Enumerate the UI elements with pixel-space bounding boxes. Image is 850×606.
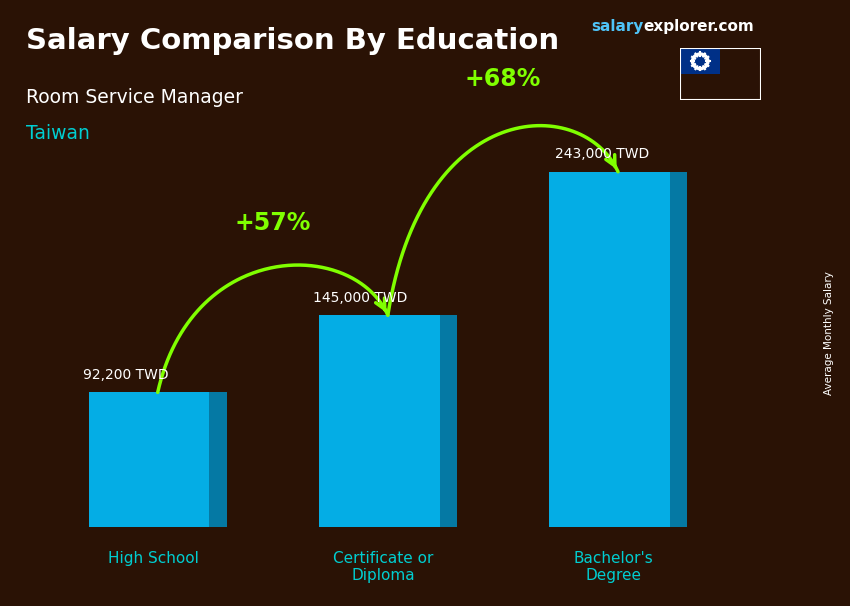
Bar [549,171,670,527]
Text: 92,200 TWD: 92,200 TWD [83,368,168,382]
Circle shape [694,56,706,67]
Text: 243,000 TWD: 243,000 TWD [555,147,649,161]
Text: Average Monthly Salary: Average Monthly Salary [824,271,834,395]
Text: High School: High School [108,550,199,565]
Polygon shape [439,315,457,527]
Text: 145,000 TWD: 145,000 TWD [313,290,407,305]
Text: Taiwan: Taiwan [26,124,89,143]
Polygon shape [670,171,687,527]
Text: salary: salary [591,19,643,35]
Bar [88,392,209,527]
Bar [680,48,720,75]
Text: Bachelor's
Degree: Bachelor's Degree [574,550,654,583]
Text: Certificate or
Diploma: Certificate or Diploma [333,550,434,583]
Bar [319,315,439,527]
Text: Salary Comparison By Education: Salary Comparison By Education [26,27,558,55]
Text: +68%: +68% [465,67,541,91]
Polygon shape [209,392,227,527]
Text: +57%: +57% [235,210,311,235]
Circle shape [691,52,710,70]
Text: explorer.com: explorer.com [643,19,754,35]
Text: Room Service Manager: Room Service Manager [26,88,242,107]
